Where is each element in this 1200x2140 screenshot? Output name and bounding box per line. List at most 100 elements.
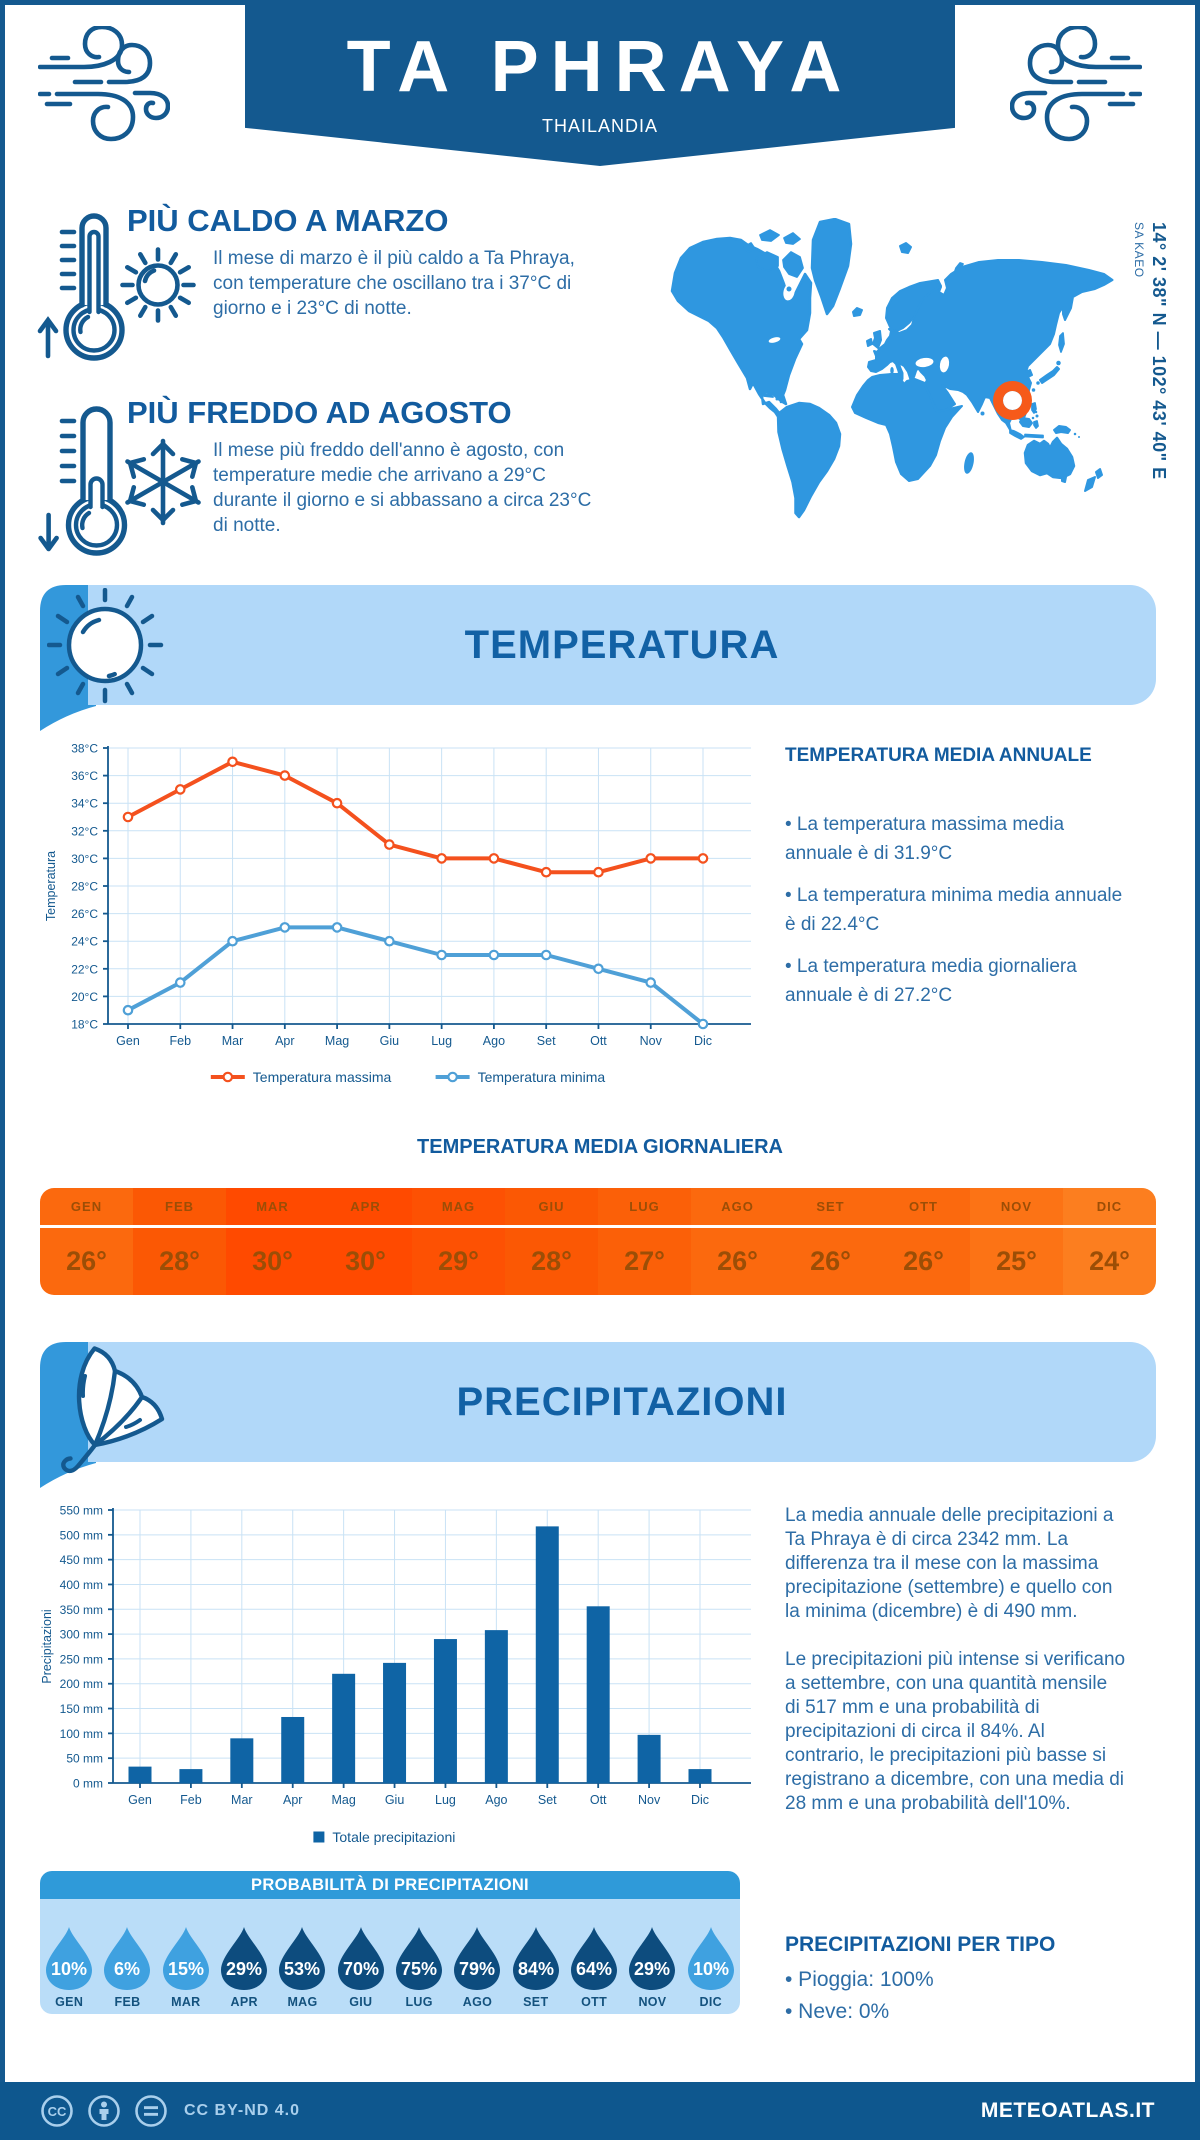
- precipitation-type-bullet: • Neve: 0%: [785, 2000, 890, 2023]
- precipitation-bar: [332, 1673, 356, 1783]
- temperature-value: 30°: [252, 1246, 293, 1276]
- coordinates-text: 14° 2' 38" N — 102° 43' 40" E: [1149, 222, 1169, 480]
- svg-text:Precipitazioni: Precipitazioni: [40, 1609, 54, 1683]
- svg-text:Gen: Gen: [116, 1034, 140, 1048]
- svg-text:15%: 15%: [168, 1959, 204, 1979]
- svg-text:Lug: Lug: [431, 1034, 452, 1048]
- precipitation-bar: [128, 1766, 152, 1783]
- drop-month-label: GEN: [55, 1995, 84, 2009]
- coldest-month-text: Il mese più freddo dell'anno è agosto, c…: [213, 440, 592, 536]
- svg-text:Apr: Apr: [275, 1034, 294, 1048]
- drop-icon: [162, 1927, 209, 1990]
- month-label: NOV: [1000, 1199, 1033, 1214]
- cc-icon: CC: [41, 2095, 73, 2127]
- probability-drop: 84% SET: [507, 1899, 565, 2014]
- probability-drop: 79% AGO: [448, 1899, 506, 2014]
- daily-temperature-title: TEMPERATURA MEDIA GIORNALIERA: [417, 1136, 783, 1158]
- umbrella-banner-icon: [61, 1346, 165, 1474]
- probability-drop: 29% APR: [215, 1899, 273, 2014]
- daily-temperature-cell: SET 26°: [784, 1188, 877, 1295]
- drop-icon: [46, 1927, 93, 1990]
- precipitation-banner: PRECIPITAZIONI: [88, 1342, 1156, 1462]
- annual-bullet: • La temperatura massima media annuale è…: [785, 814, 1065, 864]
- svg-text:79%: 79%: [459, 1959, 495, 1979]
- svg-text:32°C: 32°C: [71, 824, 98, 838]
- footer-bar: CC CC BY-ND 4.0 METEOATLAS.IT: [0, 2082, 1200, 2140]
- table-divider: [784, 1225, 877, 1228]
- daily-temperature-cell: GEN 26°: [40, 1188, 133, 1295]
- svg-text:450 mm: 450 mm: [60, 1553, 103, 1567]
- drop-icon: [279, 1927, 326, 1990]
- svg-text:Ott: Ott: [590, 1034, 607, 1048]
- svg-text:350 mm: 350 mm: [60, 1603, 103, 1617]
- temperature-banner: TEMPERATURA: [88, 585, 1156, 705]
- drop-icon: [687, 1927, 734, 1990]
- cc-icon-text: CC: [48, 2104, 67, 2119]
- svg-text:70%: 70%: [343, 1959, 379, 1979]
- drop-month-label: FEB: [114, 1995, 141, 2009]
- table-divider: [1063, 1225, 1156, 1228]
- precipitation-bar: [484, 1630, 508, 1783]
- temperature-value: 26°: [717, 1246, 758, 1276]
- svg-text:250 mm: 250 mm: [60, 1652, 103, 1666]
- precipitation-bar: [688, 1769, 712, 1783]
- daily-temperature-cell: AGO 26°: [691, 1188, 784, 1295]
- svg-text:6%: 6%: [114, 1959, 140, 1979]
- drop-icon: [571, 1927, 618, 1990]
- probability-drop: 64% OTT: [565, 1899, 623, 2014]
- month-label: MAR: [256, 1199, 289, 1214]
- drop-month-label: MAR: [171, 1995, 201, 2009]
- annual-bullet: • La temperatura minima media annuale è …: [785, 885, 1123, 935]
- temperature-value: 28°: [531, 1246, 572, 1276]
- month-label: FEB: [165, 1199, 194, 1214]
- month-label: GEN: [70, 1199, 103, 1214]
- drop-month-label: AGO: [462, 1995, 493, 2009]
- precipitation-bar: [637, 1734, 661, 1783]
- precipitation-bar: [433, 1639, 457, 1783]
- world-map: [670, 218, 1114, 519]
- probability-drop: 53% MAG: [273, 1899, 331, 2014]
- svg-text:10%: 10%: [51, 1959, 87, 1979]
- svg-text:64%: 64%: [576, 1959, 612, 1979]
- drop-month-label: LUG: [405, 1995, 433, 2009]
- precipitation-bar: [179, 1769, 203, 1783]
- svg-text:Totale precipitazioni: Totale precipitazioni: [332, 1829, 455, 1845]
- drop-month-label: OTT: [581, 1995, 608, 2009]
- precipitation-text: La media annuale delle precipitazioni a …: [785, 1504, 1127, 1816]
- svg-text:Dic: Dic: [694, 1034, 712, 1048]
- annual-temperature-bullets: • La temperatura massima media annuale è…: [785, 810, 1129, 1023]
- series-line-max: [127, 759, 703, 875]
- temperature-value: 28°: [159, 1246, 200, 1276]
- drop-icon: [629, 1927, 676, 1990]
- precipitation-type-bullets: • Pioggia: 100% • Neve: 0%: [785, 1960, 934, 2024]
- svg-text:550 mm: 550 mm: [60, 1504, 103, 1518]
- svg-text:20°C: 20°C: [71, 990, 98, 1004]
- license-icons: CC: [40, 2094, 168, 2128]
- probability-drop: 29% NOV: [623, 1899, 681, 2014]
- svg-text:Mag: Mag: [331, 1793, 355, 1807]
- daily-temperature-cell: MAG 29°: [412, 1188, 505, 1295]
- temperature-value: 26°: [903, 1246, 944, 1276]
- probability-drop: 75% LUG: [390, 1899, 448, 2014]
- drop-month-label: DIC: [699, 1995, 722, 2009]
- hottest-month-text: Il mese di marzo è il più caldo a Ta Phr…: [213, 248, 575, 319]
- drop-icon: [337, 1927, 384, 1990]
- daily-temperature-cell: APR 30°: [319, 1188, 412, 1295]
- svg-text:Mag: Mag: [325, 1034, 349, 1048]
- svg-text:29%: 29%: [634, 1959, 670, 1979]
- month-label: LUG: [629, 1199, 660, 1214]
- snowflake-icon: [125, 438, 201, 526]
- hot-thermometer-icon: [37, 213, 196, 361]
- precipitation-bar: [586, 1606, 610, 1783]
- no-derivatives-icon: [135, 2095, 167, 2127]
- month-label: SET: [816, 1199, 845, 1214]
- precipitation-bar: [230, 1738, 254, 1783]
- daily-temperature-cell: OTT 26°: [877, 1188, 970, 1295]
- table-divider: [319, 1225, 412, 1228]
- temperature-value: 29°: [438, 1246, 479, 1276]
- temperature-value: 26°: [810, 1246, 851, 1276]
- table-divider: [133, 1225, 226, 1228]
- precipitation-bar: [383, 1662, 407, 1783]
- drop-icon: [454, 1927, 501, 1990]
